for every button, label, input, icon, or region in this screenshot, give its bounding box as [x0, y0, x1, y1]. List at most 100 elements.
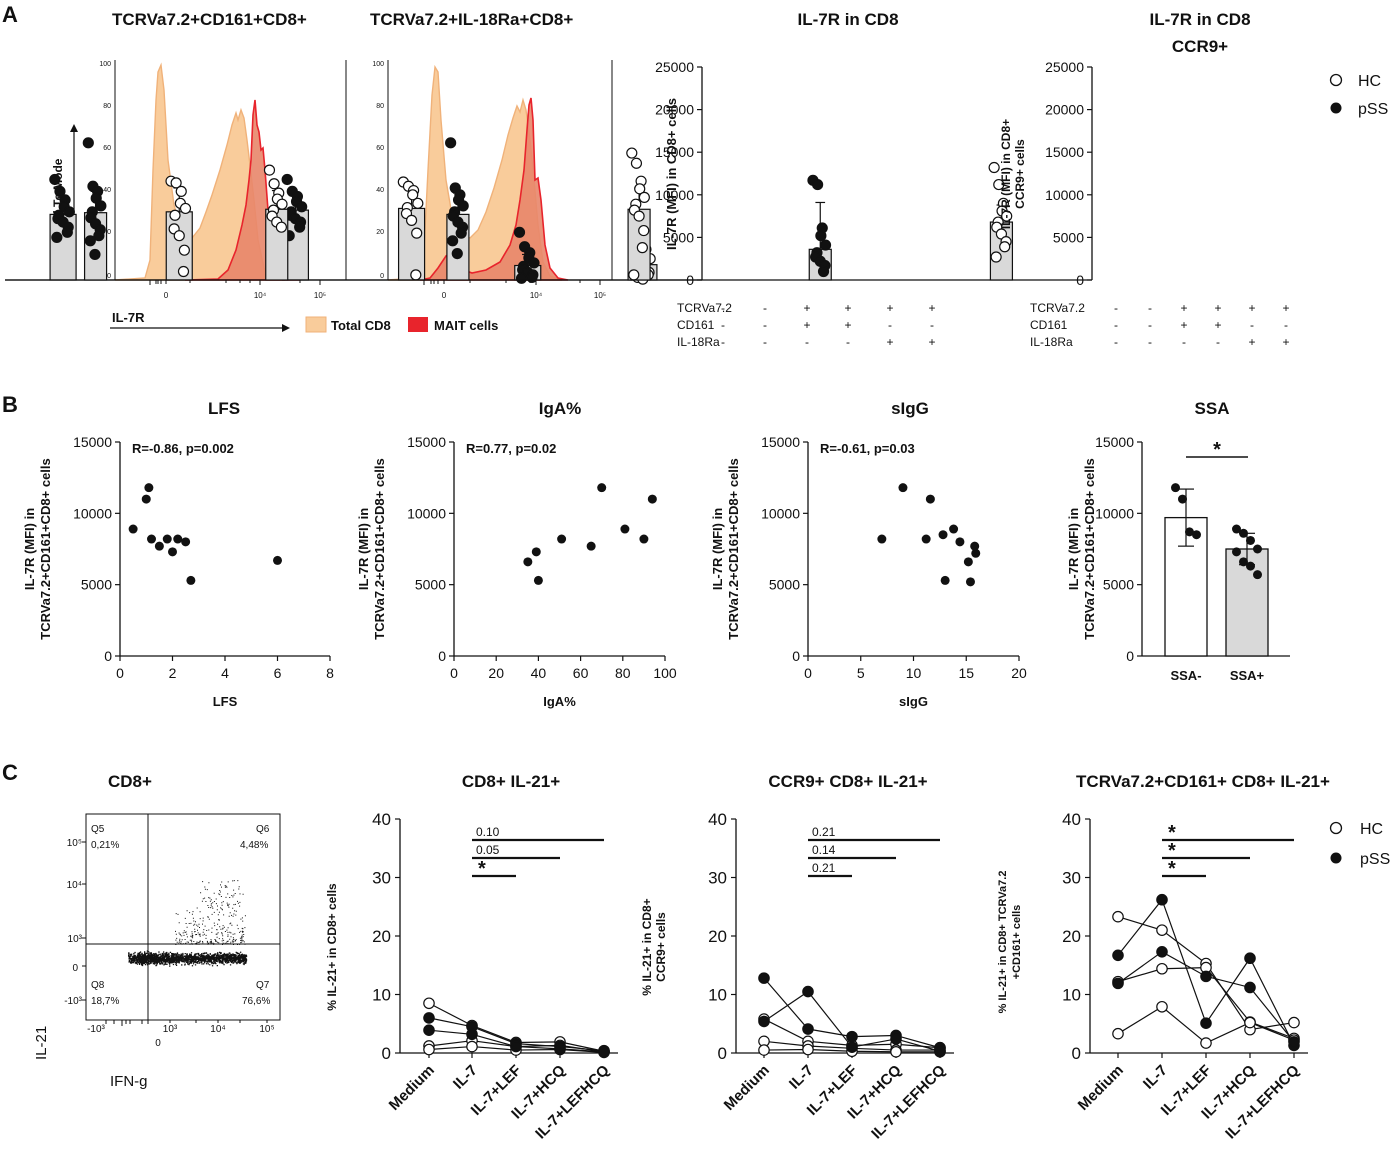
x-tick-label: 0 — [116, 665, 124, 681]
data-point — [988, 161, 1000, 174]
x-tick-label: SSA- — [1170, 668, 1201, 683]
panel-label-c: C — [2, 760, 18, 785]
data-point — [1253, 570, 1262, 580]
marker-cell: - — [721, 301, 725, 315]
y-tick-label: 0 — [1076, 272, 1084, 288]
data-point — [758, 1044, 770, 1056]
chart-title: CCR9+ CD8+ IL-21+ — [768, 772, 927, 791]
y-axis-label-line: CCR9+ cells — [654, 912, 668, 982]
data-point — [1185, 527, 1194, 537]
data-point — [963, 557, 973, 567]
y-tick-label: 40 — [708, 810, 727, 829]
x-axis-label: sIgG — [899, 694, 928, 709]
data-point — [993, 178, 1005, 191]
y-axis-label: % IL-21+ in CD8+CCR9+ cells — [640, 898, 668, 995]
data-point — [846, 1041, 858, 1053]
significance-label: 0.10 — [476, 825, 500, 839]
facs-ytick: -10³ — [64, 996, 82, 1007]
histogram-1-title: TCRVa7.2+CD161+CD8+ — [112, 10, 307, 29]
marker-table: TCRVa7.2- - + + + +CD161- - + + - -IL-18Ra - - - - + + — [677, 301, 936, 349]
x-tick-label: 0 — [804, 665, 812, 681]
data-point — [638, 224, 650, 237]
y-tick-label: 25000 — [1045, 59, 1084, 75]
data-point — [1112, 910, 1124, 923]
chart-title: SSA — [1195, 399, 1230, 418]
data-point — [1112, 977, 1124, 990]
y-axis-label: % IL-21+ in CD8+ cells — [325, 883, 339, 1011]
x-tick-label: 15 — [958, 665, 974, 681]
data-point — [445, 137, 457, 149]
data-point — [758, 972, 770, 984]
x-tick-label: 10 — [906, 665, 922, 681]
data-point — [84, 235, 96, 247]
data-point — [1239, 528, 1248, 538]
legend-label-total-cd8: Total CD8 — [331, 318, 391, 333]
data-point — [999, 241, 1011, 253]
data-point — [528, 257, 540, 269]
y-tick-label: 5000 — [663, 229, 694, 245]
histogram-1-ytick: 80 — [103, 103, 111, 110]
significance-label: * — [478, 858, 486, 880]
y-tick-label: 20 — [372, 927, 391, 946]
marker-cell: - — [1216, 335, 1220, 349]
marker-cell: - — [1182, 335, 1186, 349]
x-tick-label: 100 — [653, 665, 677, 681]
legend-hc-label: HC — [1358, 73, 1381, 90]
marker-cell: - — [1148, 318, 1152, 332]
marker-cell: + — [1282, 335, 1289, 349]
data-point — [89, 248, 101, 261]
x-tick-label: 20 — [1011, 665, 1027, 681]
marker-cell: - — [1148, 301, 1152, 315]
legend-swatch-mait — [408, 317, 428, 332]
data-point — [647, 494, 657, 504]
facs-xtick: 10³ — [163, 1024, 178, 1035]
data-point — [141, 494, 151, 504]
x-axis-label: IgA% — [543, 694, 576, 709]
data-point — [1192, 530, 1201, 540]
y-axis-label-line: CCR9+ cells — [1013, 139, 1027, 209]
panel-label-b: B — [2, 392, 18, 417]
data-point — [423, 997, 435, 1010]
data-point — [940, 575, 950, 585]
data-point — [557, 534, 567, 544]
histogram-2-ytick: 60 — [376, 145, 384, 152]
data-point — [620, 524, 630, 534]
data-point — [51, 231, 63, 243]
chart-B2: 0 5000 10000 15000 0 20 40 60 80 100 IgA% R=0.77, p… — [356, 399, 677, 709]
y-axis-label-line: TCRVa7.2+CD161+CD8+ cells — [38, 458, 53, 640]
y-axis-label: IL-7R (MFI) in CD8+ cells — [664, 98, 679, 250]
y-axis-label-line: % IL-21+ in CD8+ TCRVa7.2 — [997, 871, 1009, 1014]
data-point — [1200, 1017, 1212, 1029]
marker-cell: + — [928, 301, 935, 315]
data-point — [921, 534, 931, 544]
data-point — [1200, 1037, 1212, 1049]
y-tick-label: 10 — [1062, 986, 1081, 1005]
data-point — [802, 1023, 814, 1035]
facs-q5-value: 0,21% — [91, 840, 119, 851]
y-tick-label: 0 — [382, 1044, 391, 1063]
y-tick-label: 20 — [1062, 927, 1081, 946]
data-point — [1171, 483, 1180, 493]
data-point — [970, 541, 980, 551]
chart-annotation: R=-0.86, p=0.002 — [132, 441, 234, 456]
data-point — [95, 200, 107, 212]
y-tick-label: 30 — [708, 869, 727, 888]
x-tick-label: IL-7 — [1140, 1062, 1171, 1093]
x-tick-label: 5 — [857, 665, 865, 681]
data-point — [515, 272, 528, 284]
data-point — [154, 541, 164, 551]
marker-cell: + — [844, 301, 851, 315]
data-point — [1246, 561, 1255, 571]
data-point — [49, 173, 61, 186]
data-point — [510, 1040, 522, 1053]
data-point — [82, 137, 94, 149]
data-point — [466, 1028, 478, 1041]
data-point — [846, 1030, 858, 1043]
data-point — [179, 202, 192, 215]
y-tick-label: 20000 — [1045, 102, 1084, 118]
x-tick-label: 2 — [169, 665, 177, 681]
y-tick-label: 15000 — [1045, 144, 1084, 160]
y-tick-label: 10000 — [407, 505, 446, 521]
